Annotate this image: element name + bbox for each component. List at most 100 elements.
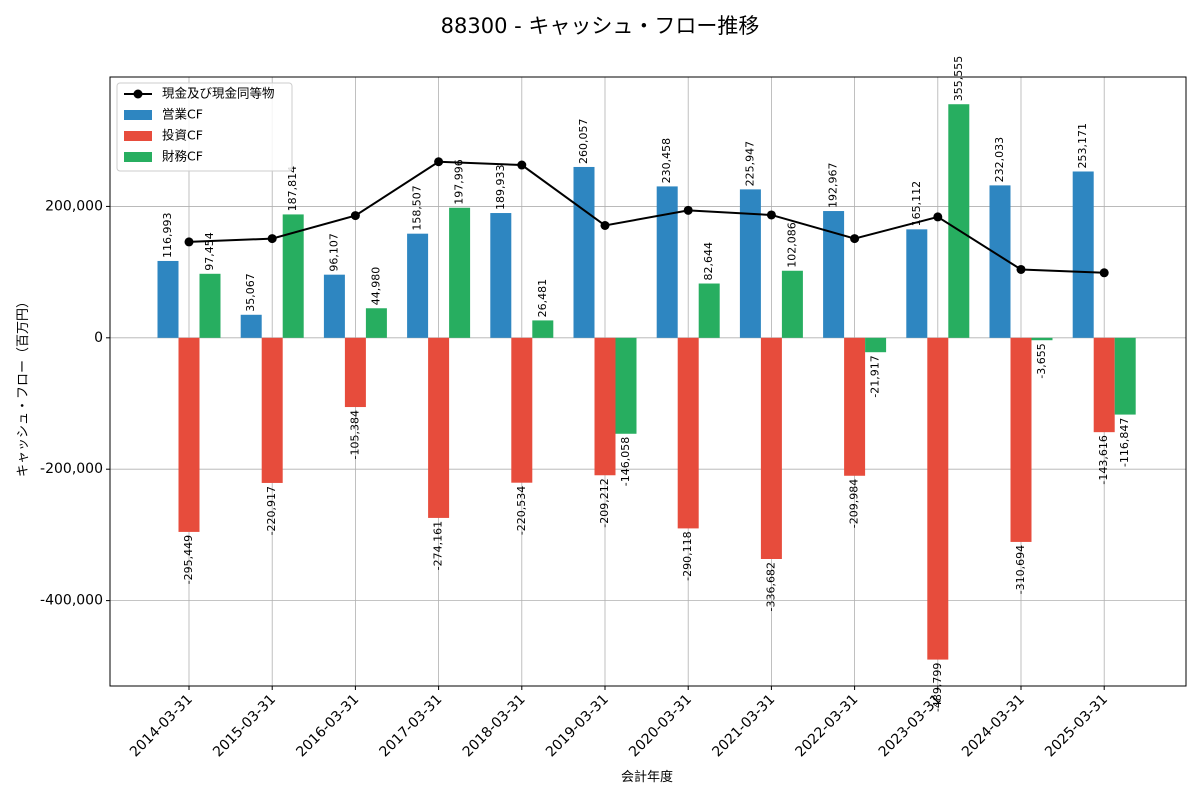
bars	[157, 104, 1136, 660]
bar	[739, 189, 761, 338]
bar	[677, 337, 699, 529]
legend-bar-swatch	[124, 152, 152, 162]
bar	[511, 337, 533, 483]
cash-point	[600, 220, 610, 230]
data-label: -310,694	[1014, 545, 1027, 594]
data-label: 102,086	[785, 222, 798, 268]
bar	[1010, 337, 1032, 542]
cash-point	[517, 160, 527, 170]
cash-point	[850, 234, 860, 244]
x-tick-label: 2014-03-31	[127, 692, 196, 761]
x-tick-label: 2017-03-31	[377, 692, 446, 761]
data-label: 26,481	[536, 279, 549, 318]
x-tick-label: 2022-03-31	[793, 692, 862, 761]
bar	[1114, 337, 1136, 415]
bar	[989, 185, 1011, 338]
bar	[844, 337, 866, 476]
cash-point	[184, 237, 194, 247]
data-label: 165,112	[910, 181, 923, 227]
bar	[615, 337, 637, 434]
x-axis-label: 会計年度	[621, 769, 673, 785]
bar	[157, 260, 179, 338]
x-tick-label: 2016-03-31	[293, 692, 362, 761]
data-label: 116,993	[161, 212, 174, 258]
data-labels: 116,993 35,067 96,107 158,507 189,933 260,057…	[161, 56, 1131, 712]
x-tick-label: 2025-03-31	[1042, 692, 1111, 761]
bar	[781, 270, 803, 338]
y-tick-label: -200,000	[40, 461, 103, 477]
bar	[261, 337, 283, 483]
bar	[698, 283, 720, 338]
legend-marker-swatch	[133, 89, 143, 99]
bar	[282, 214, 304, 338]
cash-point	[350, 211, 360, 221]
bar	[948, 104, 970, 338]
data-label: 158,507	[411, 185, 424, 231]
legend-bar-swatch	[124, 131, 152, 141]
data-label: -274,161	[432, 521, 445, 570]
legend-label: 財務CF	[162, 149, 203, 164]
bar	[823, 211, 845, 338]
data-label: 253,171	[1076, 123, 1089, 169]
cash-line	[184, 157, 1109, 278]
bar	[365, 308, 387, 338]
cash-line-path	[188, 160, 1105, 274]
bar	[490, 213, 512, 338]
bar	[1031, 337, 1053, 341]
x-tick-label: 2023-03-31	[876, 692, 945, 761]
legend-label: 投資CF	[162, 128, 203, 143]
y-axis-label: キャッシュ・フロー（百万円）	[16, 295, 31, 477]
data-label: 230,458	[660, 138, 673, 184]
data-label: -290,118	[681, 531, 694, 580]
data-label: 97,454	[203, 232, 216, 271]
chart-title: 88300 - キャッシュ・フロー推移	[441, 14, 760, 38]
cash-point	[933, 212, 943, 222]
data-label: 187,814	[286, 166, 299, 212]
data-label: 192,967	[827, 163, 840, 209]
x-tick-label: 2015-03-31	[210, 692, 279, 761]
x-tick-label: 2018-03-31	[460, 692, 529, 761]
bar	[178, 337, 200, 532]
legend-bar-swatch	[124, 110, 152, 120]
bar	[656, 186, 678, 338]
bar	[344, 337, 366, 408]
data-label: 225,947	[743, 141, 756, 187]
data-label: 260,057	[577, 118, 590, 164]
data-label: 189,933	[494, 165, 507, 211]
cash-point	[434, 157, 444, 167]
cash-point	[1099, 268, 1109, 278]
bar	[323, 274, 345, 338]
cash-point	[1016, 264, 1026, 274]
bar	[240, 314, 262, 338]
data-label: -146,058	[619, 437, 632, 486]
data-label: -105,384	[348, 410, 361, 459]
x-tick-label: 2021-03-31	[709, 692, 778, 761]
data-label: -209,212	[598, 478, 611, 527]
legend-box	[116, 82, 293, 172]
data-label: -116,847	[1118, 418, 1131, 467]
data-label: -3,655	[1035, 343, 1048, 378]
bar	[532, 320, 554, 338]
data-label: -21,917	[869, 355, 882, 397]
data-label: 82,644	[702, 242, 715, 281]
cash-point	[766, 210, 776, 220]
bar	[906, 229, 928, 338]
y-tick-label: 200,000	[45, 198, 103, 214]
data-label: -336,682	[764, 562, 777, 611]
cash-point	[683, 205, 693, 215]
plot-frame	[109, 76, 1187, 687]
data-label: -295,449	[182, 535, 195, 584]
data-label: 232,033	[993, 137, 1006, 183]
bar	[927, 337, 949, 660]
bar	[865, 337, 887, 353]
bar	[199, 273, 221, 338]
data-label: -220,534	[515, 486, 528, 535]
data-label: -220,917	[265, 486, 278, 535]
data-label: 197,996	[453, 159, 466, 205]
bar	[594, 337, 616, 476]
data-label: -209,984	[848, 479, 861, 528]
cash-point	[267, 234, 277, 244]
data-label: 44,980	[369, 267, 382, 306]
